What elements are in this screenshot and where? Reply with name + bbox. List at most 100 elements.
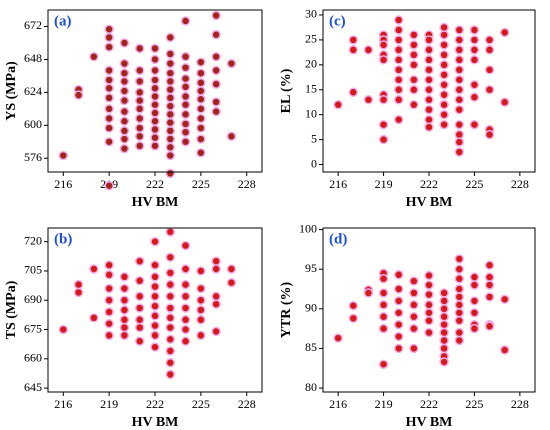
point [104, 260, 114, 270]
point [165, 142, 175, 152]
point [409, 100, 419, 110]
point [454, 274, 464, 284]
point [454, 129, 464, 140]
point [104, 104, 114, 114]
point [378, 312, 389, 322]
point [180, 91, 191, 102]
point [439, 30, 449, 40]
plot-frame [47, 9, 263, 173]
y-tick-label: 25 [305, 32, 317, 46]
point [104, 113, 114, 124]
point [119, 86, 130, 96]
point [424, 85, 434, 95]
point [484, 321, 495, 331]
point [180, 324, 191, 335]
y-tick-label: 20 [305, 57, 317, 71]
point [424, 55, 434, 65]
point [180, 109, 191, 120]
point [150, 281, 160, 292]
point [119, 76, 130, 87]
point [135, 141, 145, 151]
point [196, 283, 206, 294]
point [454, 104, 464, 115]
point [135, 76, 145, 87]
point [150, 108, 160, 118]
point [439, 109, 449, 120]
point [439, 304, 449, 314]
point [211, 51, 221, 62]
point [165, 134, 175, 144]
point [394, 75, 404, 85]
panel-label: (b) [54, 231, 72, 247]
point [439, 319, 449, 330]
point [165, 252, 175, 262]
point [454, 119, 464, 130]
point [394, 331, 404, 342]
point [104, 42, 114, 52]
x-tick-label: 225 [192, 397, 210, 411]
point [348, 35, 358, 45]
panel: 80 85 90 95 100 216 219 222 225 228 (d) HV BM YTR (%… [279, 221, 536, 430]
point [454, 25, 464, 35]
point [439, 288, 449, 298]
point [500, 27, 510, 38]
point [196, 315, 206, 325]
y-tick-label: 5 [311, 131, 317, 145]
point [211, 326, 221, 337]
point [424, 280, 434, 290]
y-axis-label: TS (MPa) [4, 280, 19, 339]
y-tick-label: 95 [305, 261, 317, 275]
point [469, 272, 480, 282]
point [454, 147, 464, 157]
point [484, 260, 495, 270]
point [439, 312, 449, 322]
point [165, 109, 175, 120]
point [135, 131, 145, 142]
point [180, 303, 191, 313]
point [119, 106, 130, 117]
point [424, 327, 434, 338]
plot-frame [47, 227, 263, 393]
point [135, 322, 145, 333]
point [150, 54, 160, 65]
point [150, 124, 160, 135]
point [378, 134, 389, 145]
panel: 576600624648672216219222225228(a)HV BMYS… [4, 9, 263, 210]
point [454, 137, 464, 147]
point [378, 323, 389, 334]
point [73, 90, 84, 100]
point [424, 65, 434, 75]
x-tick-label: 216 [329, 397, 347, 411]
x-tick-label: 225 [465, 397, 483, 411]
point [104, 181, 114, 191]
point [165, 58, 175, 69]
point [180, 51, 191, 62]
point [394, 308, 404, 318]
point [165, 84, 175, 95]
point [439, 40, 449, 50]
point [378, 40, 389, 50]
x-tick-label: 219 [375, 397, 393, 411]
y-axis-label: YS (MPa) [4, 61, 19, 121]
point [119, 295, 130, 305]
point [211, 256, 221, 266]
point [165, 49, 175, 59]
point [484, 35, 495, 45]
point [454, 315, 464, 326]
point [409, 323, 419, 334]
y-tick-label: 675 [24, 321, 42, 335]
point [135, 336, 145, 346]
y-tick-label: 720 [24, 233, 42, 247]
point [150, 75, 160, 85]
point [454, 254, 464, 264]
point [409, 60, 419, 70]
point [165, 303, 175, 313]
point [180, 82, 191, 92]
point [165, 334, 175, 344]
point [165, 279, 175, 290]
point [348, 45, 358, 55]
y-tick-label: 624 [24, 84, 42, 98]
point [196, 86, 206, 96]
point [180, 264, 191, 274]
x-tick-label: 222 [420, 177, 438, 191]
